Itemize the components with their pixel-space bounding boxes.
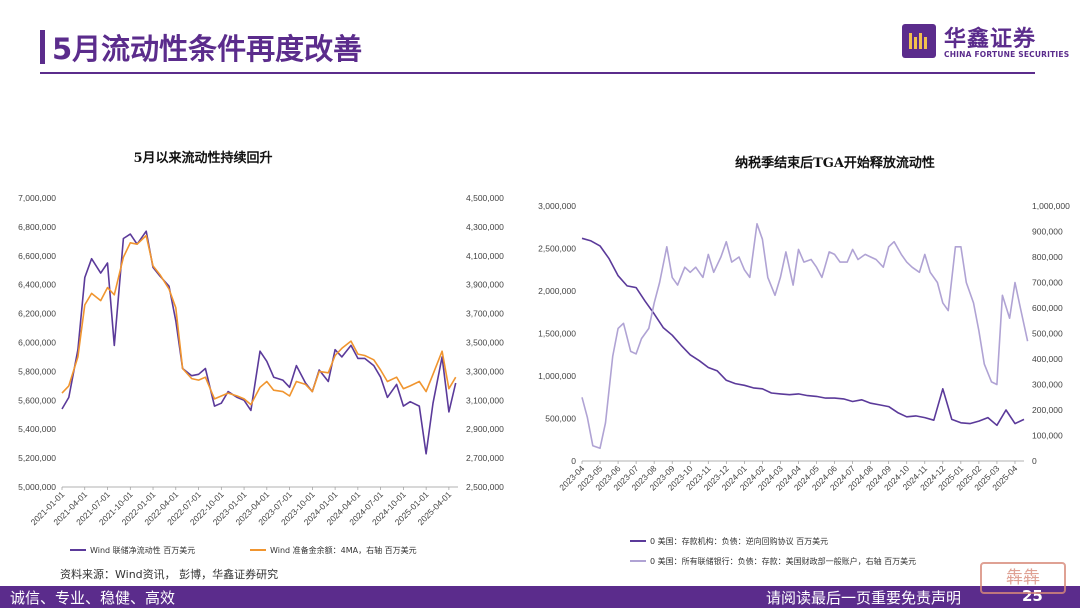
- y-right-tick-label: 2,500,000: [466, 482, 504, 492]
- legend-label: Wind 联储净流动性 百万美元: [90, 545, 195, 555]
- y-right-tick-label: 3,900,000: [466, 280, 504, 290]
- page-number: 25: [1022, 587, 1043, 605]
- y-right-tick-label: 2,900,000: [466, 424, 504, 434]
- y-left-tick-label: 6,200,000: [18, 309, 56, 319]
- header: 5月流动性条件再度改善 华鑫证券 CHINA FORTUNE SECURITIE…: [0, 0, 1080, 80]
- y-left-tick-label: 5,600,000: [18, 395, 56, 405]
- y-left-tick-label: 5,000,000: [18, 482, 56, 492]
- y-left-tick-label: 0: [571, 456, 576, 466]
- y-right-tick-label: 3,300,000: [466, 366, 504, 376]
- y-right-tick-label: 3,500,000: [466, 338, 504, 348]
- legend-label: 0 美国：所有联储银行：负债：存款：美国财政部一般账户，右轴 百万美元: [650, 556, 916, 566]
- page-title: 5月流动性条件再度改善: [52, 32, 363, 66]
- y-left-tick-label: 5,800,000: [18, 366, 56, 376]
- y-left-tick-label: 6,600,000: [18, 251, 56, 261]
- y-right-tick-label: 300,000: [1032, 380, 1063, 390]
- y-right-tick-label: 700,000: [1032, 278, 1063, 288]
- y-right-tick-label: 200,000: [1032, 405, 1063, 415]
- y-right-tick-label: 3,700,000: [466, 309, 504, 319]
- y-left-tick-label: 500,000: [545, 414, 576, 424]
- y-right-tick-label: 1,000,000: [1032, 201, 1070, 211]
- y-left-tick-label: 6,800,000: [18, 222, 56, 232]
- y-right-tick-label: 400,000: [1032, 354, 1063, 364]
- logo-bars-icon: [909, 33, 927, 49]
- logo-name-cn: 华鑫证券: [944, 27, 1037, 52]
- legend-label: Wind 准备金余额：4MA，右轴 百万美元: [270, 545, 417, 555]
- y-left-tick-label: 6,400,000: [18, 280, 56, 290]
- title-accent-bar: [40, 30, 45, 64]
- y-right-tick-label: 800,000: [1032, 252, 1063, 262]
- y-right-tick-label: 4,500,000: [466, 193, 504, 203]
- chart-title: 纳税季结束后TGA开始释放流动性: [735, 155, 935, 171]
- y-right-tick-label: 900,000: [1032, 227, 1063, 237]
- y-right-tick-label: 600,000: [1032, 303, 1063, 313]
- legend-label: 0 美国：存款机构：负债：逆向回购协议 百万美元: [650, 536, 828, 546]
- chart-plot-area: 7,000,000 6,800,000 6,600,000 6,400,000 6,20…: [18, 193, 504, 555]
- chart-net-liquidity: 5月以来流动性持续回升 7,000,000 6,800,000 6,600,000 6…: [18, 150, 504, 555]
- logo-mark-icon: [902, 24, 936, 58]
- series-line-2: [581, 223, 1029, 450]
- y-left-tick-label: 1,000,000: [538, 371, 576, 381]
- chart-title: 5月以来流动性持续回升: [133, 150, 272, 166]
- footer-slogan: 诚信、专业、稳健、高效: [10, 589, 176, 607]
- footer-disclaimer-link[interactable]: 请阅读最后一页重要免责声明: [766, 589, 962, 607]
- y-left-tick-label: 7,000,000: [18, 193, 56, 203]
- y-right-tick-label: 2,700,000: [466, 453, 504, 463]
- series-line-1: [581, 237, 1025, 427]
- y-right-tick-label: 0: [1032, 456, 1037, 466]
- y-right-tick-label: 100,000: [1032, 431, 1063, 441]
- y-left-tick-label: 2,500,000: [538, 244, 576, 254]
- y-left-tick-label: 1,500,000: [538, 329, 576, 339]
- y-left-tick-label: 2,000,000: [538, 286, 576, 296]
- stamp-text: 犇犇: [1006, 568, 1040, 588]
- chart-plot-area: 3,000,000 2,500,000 2,000,000 1,500,000 1,00…: [538, 201, 1070, 566]
- footer-bar: 诚信、专业、稳健、高效 请阅读最后一页重要免责声明 25: [0, 586, 1080, 608]
- y-left-tick-label: 5,200,000: [18, 453, 56, 463]
- y-right-tick-label: 4,300,000: [466, 222, 504, 232]
- company-logo: 华鑫证券 CHINA FORTUNE SECURITIES: [902, 18, 1069, 66]
- y-left-tick-label: 5,400,000: [18, 424, 56, 434]
- series-line-1: [61, 230, 457, 455]
- chart-tga-liquidity: 纳税季结束后TGA开始释放流动性 3,000,000 2,500,000 2,000…: [538, 155, 1070, 566]
- watermark-stamp: 犇犇: [980, 562, 1066, 594]
- y-left-tick-label: 6,000,000: [18, 338, 56, 348]
- y-right-tick-label: 3,100,000: [466, 395, 504, 405]
- y-left-tick-label: 3,000,000: [538, 201, 576, 211]
- logo-name-en: CHINA FORTUNE SECURITIES: [944, 50, 1070, 59]
- source-note: 资料来源：Wind资讯， 彭博，华鑫证券研究: [60, 568, 279, 581]
- y-right-tick-label: 4,100,000: [466, 251, 504, 261]
- series-line-2: [61, 234, 457, 406]
- title-divider: [40, 72, 1035, 74]
- y-right-tick-label: 500,000: [1032, 329, 1063, 339]
